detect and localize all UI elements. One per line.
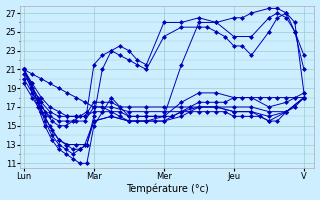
X-axis label: Température (°c): Température (°c) <box>126 184 209 194</box>
